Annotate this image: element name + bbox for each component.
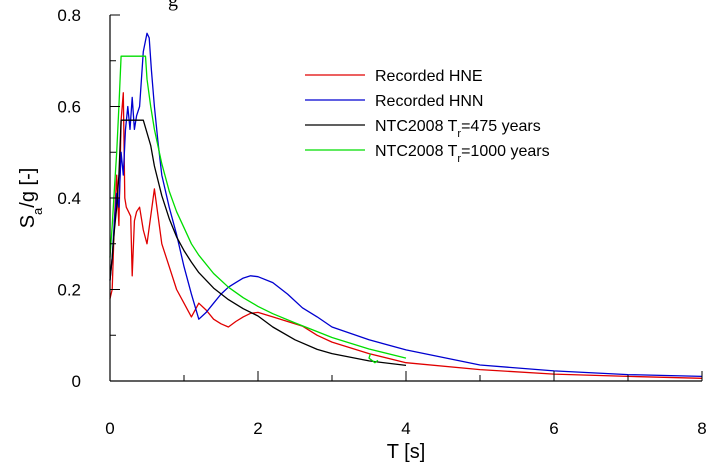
x-tick-label: 4 — [401, 419, 410, 438]
y-axis-title-sub: a — [30, 207, 45, 215]
legend-entry: NTC2008 Tr=1000 years — [305, 143, 550, 165]
legend-entry: Recorded HNE — [305, 68, 483, 85]
series-line-3 — [109, 55, 407, 359]
legend-entry: NTC2008 Tr=475 years — [305, 118, 541, 140]
axis-tick-labels: 0 2 4 6 8 0 0.2 0.4 0.6 0.8 — [57, 6, 706, 438]
legend-label: NTC2008 Tr=1000 years — [375, 143, 550, 165]
x-tick-label: 0 — [105, 419, 114, 438]
x-axis-title: T [s] — [387, 441, 426, 463]
legend-label: Recorded HNN — [375, 93, 483, 110]
y-axis-title-rest: /g [-] — [17, 168, 39, 208]
axis-ticks — [109, 14, 703, 382]
series-line-2 — [109, 119, 407, 367]
series-line-4 — [368, 353, 379, 364]
y-tick-label: 0.2 — [57, 281, 81, 300]
y-tick-label: 0.4 — [57, 189, 81, 208]
clipped-top-text: g — [168, 0, 178, 11]
plot-lines — [109, 32, 703, 379]
series-line-0 — [109, 92, 703, 379]
series-line-1 — [109, 32, 703, 378]
y-tick-label: 0 — [72, 372, 81, 391]
y-axis-title: Sa/g [-] — [17, 168, 45, 229]
legend-entry: Recorded HNN — [305, 93, 483, 110]
legend-label: NTC2008 Tr=475 years — [375, 118, 541, 140]
y-tick-label: 0.8 — [57, 6, 81, 25]
x-tick-label: 8 — [697, 419, 706, 438]
legend: Recorded HNE Recorded HNN NTC2008 Tr=475 y… — [305, 68, 550, 165]
y-tick-label: 0.6 — [57, 98, 81, 117]
x-tick-label: 2 — [253, 419, 262, 438]
legend-label: Recorded HNE — [375, 68, 483, 85]
x-tick-label: 6 — [549, 419, 558, 438]
y-axis-title-main: S — [17, 215, 39, 228]
